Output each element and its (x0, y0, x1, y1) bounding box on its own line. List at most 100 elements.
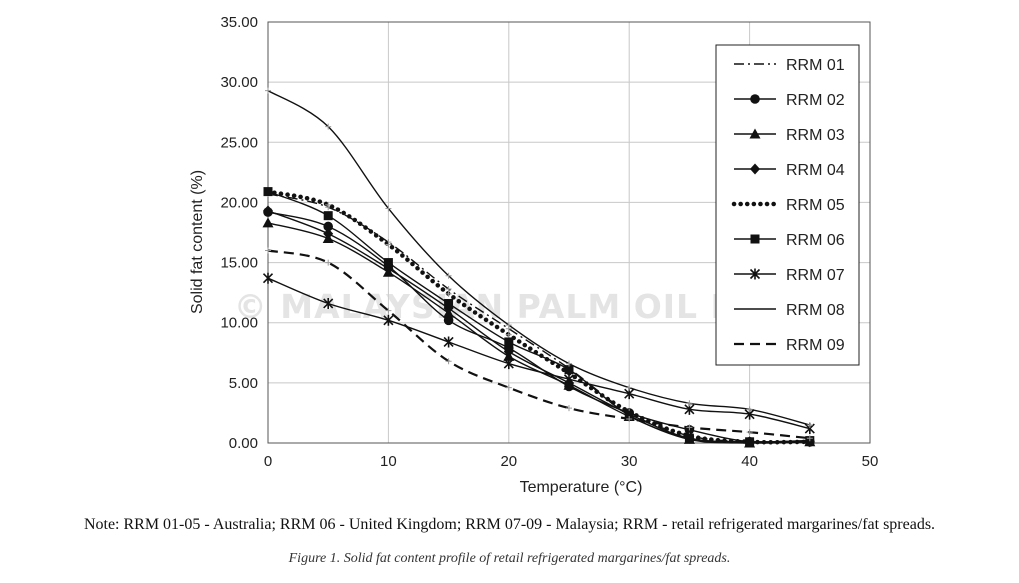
figure-caption: Figure 1. Solid fat content profile of r… (288, 551, 731, 566)
legend-marker-rrm-03 (749, 128, 761, 139)
series-rrm-08 (265, 87, 813, 428)
y-tick-label: 5.00 (229, 375, 258, 392)
y-axis-ticks: 0.00 5.00 10.00 15.00 20.00 25.00 30.00 35.00 (220, 14, 258, 452)
data-point-rrm-06 (383, 258, 393, 268)
data-point-rrm-08 (265, 87, 271, 94)
series-line-rrm-03 (267, 222, 810, 444)
data-point-rrm-08 (385, 205, 392, 212)
data-point-rrm-07 (443, 336, 454, 348)
legend: RRM 01 RRM 02 RRM 03 RRM 04 RRM 05 RRM 06 RRM … (715, 44, 860, 366)
data-point-rrm-08 (626, 384, 633, 391)
legend-marker-rrm-02 (750, 94, 760, 104)
legend-entry-rrm-04: RRM 04 (734, 162, 845, 179)
data-point-rrm-08 (325, 123, 332, 130)
data-point-rrm-09 (505, 384, 512, 391)
data-point-rrm-08 (806, 421, 813, 428)
x-tick-label: 40 (741, 453, 758, 470)
legend-label-rrm-01: RRM 01 (786, 57, 845, 74)
data-point-rrm-06 (504, 337, 514, 347)
data-point-rrm-07 (563, 373, 575, 385)
data-point-rrm-02 (443, 315, 454, 326)
x-tick-label: 10 (380, 453, 397, 470)
y-tick-label: 0.00 (229, 435, 258, 452)
legend-entry-rrm-08: RRM 08 (734, 302, 845, 319)
series-line-rrm-06 (267, 190, 810, 443)
data-point-rrm-07 (383, 314, 394, 326)
legend-label-rrm-09: RRM 09 (786, 337, 845, 354)
legend-entry-rrm-02: RRM 02 (734, 92, 845, 109)
series-line-rrm-09 (267, 249, 810, 440)
x-tick-label: 50 (862, 453, 879, 470)
data-point-rrm-09 (265, 247, 271, 254)
chart: © MALAYSIAN PALM OIL BOARD 0.005.0010.00… (189, 14, 879, 496)
legend-label-rrm-05: RRM 05 (786, 197, 845, 214)
legend-entry-rrm-05: RRM 05 (731, 197, 845, 214)
data-point-rrm-05 (505, 331, 512, 338)
legend-label-rrm-07: RRM 07 (786, 267, 845, 284)
data-point-rrm-06 (684, 433, 694, 443)
data-point-rrm-05 (445, 290, 452, 297)
y-tick-label: 25.00 (220, 134, 258, 151)
x-tick-label: 0 (264, 453, 272, 470)
y-tick-label: 30.00 (220, 74, 258, 91)
series-line-rrm-05 (265, 189, 813, 445)
legend-items: RRM 01 RRM 02 RRM 03 RRM 04 RRM 05 RRM 06 RRM … (731, 57, 845, 354)
data-point-rrm-09 (746, 429, 753, 436)
data-point-rrm-09 (385, 307, 392, 314)
legend-marker-rrm-07 (749, 268, 761, 280)
series-rrm-07 (262, 272, 815, 435)
plot-area-frame (267, 21, 871, 444)
data-point-rrm-04 (263, 205, 273, 217)
legend-entry-rrm-06: RRM 06 (734, 232, 845, 249)
legend-entry-rrm-09: RRM 09 (734, 337, 845, 354)
data-point-rrm-08 (566, 360, 572, 367)
legend-label-rrm-03: RRM 03 (786, 127, 845, 144)
data-point-rrm-05 (385, 241, 392, 248)
data-point-rrm-06 (444, 298, 454, 308)
data-point-rrm-09 (566, 405, 572, 412)
data-point-rrm-09 (626, 415, 633, 422)
data-point-rrm-08 (445, 272, 452, 279)
data-point-rrm-02 (323, 221, 334, 232)
legend-label-rrm-06: RRM 06 (786, 232, 845, 249)
data-point-rrm-09 (445, 358, 452, 365)
y-tick-label: 10.00 (220, 315, 258, 332)
y-axis-title: Solid fat content (%) (189, 170, 206, 314)
legend-entry-rrm-07: RRM 07 (734, 267, 845, 284)
data-point-rrm-08 (505, 322, 512, 329)
data-point-rrm-06 (323, 211, 333, 221)
data-point-rrm-08 (686, 400, 693, 407)
x-tick-label: 20 (500, 453, 517, 470)
x-tick-label: 30 (621, 453, 638, 470)
series-layer (262, 87, 816, 448)
series-line-rrm-08 (267, 89, 810, 426)
legend-entry-rrm-03: RRM 03 (734, 127, 845, 144)
legend-label-rrm-02: RRM 02 (786, 92, 845, 109)
legend-label-rrm-04: RRM 04 (786, 162, 845, 179)
x-axis-title: Temperature (°C) (520, 479, 643, 496)
series-line-rrm-07 (267, 277, 810, 430)
y-tick-label: 20.00 (220, 194, 258, 211)
data-point-rrm-09 (806, 435, 813, 442)
series-rrm-06 (263, 187, 815, 447)
legend-entry-rrm-01: RRM 01 (734, 57, 845, 74)
data-point-rrm-06 (564, 365, 574, 375)
data-point-rrm-07 (262, 272, 274, 284)
data-point-rrm-05 (325, 201, 332, 208)
series-rrm-09 (265, 247, 813, 442)
data-point-rrm-06 (745, 437, 755, 447)
data-point-rrm-03 (262, 217, 274, 228)
data-point-rrm-04 (323, 228, 334, 240)
legend-marker-rrm-04 (750, 163, 760, 175)
y-tick-label: 35.00 (220, 14, 258, 31)
series-line-rrm-02 (267, 211, 810, 444)
data-point-rrm-09 (325, 259, 332, 266)
data-point-rrm-06 (624, 410, 634, 420)
data-point-rrm-08 (746, 406, 753, 413)
data-point-rrm-07 (503, 358, 514, 370)
data-point-rrm-06 (263, 187, 273, 197)
data-point-rrm-09 (686, 424, 693, 431)
figure-note: Note: RRM 01-05 - Australia; RRM 06 - Un… (83, 516, 936, 533)
y-tick-label: 15.00 (220, 255, 258, 272)
data-point-rrm-04 (503, 346, 514, 358)
